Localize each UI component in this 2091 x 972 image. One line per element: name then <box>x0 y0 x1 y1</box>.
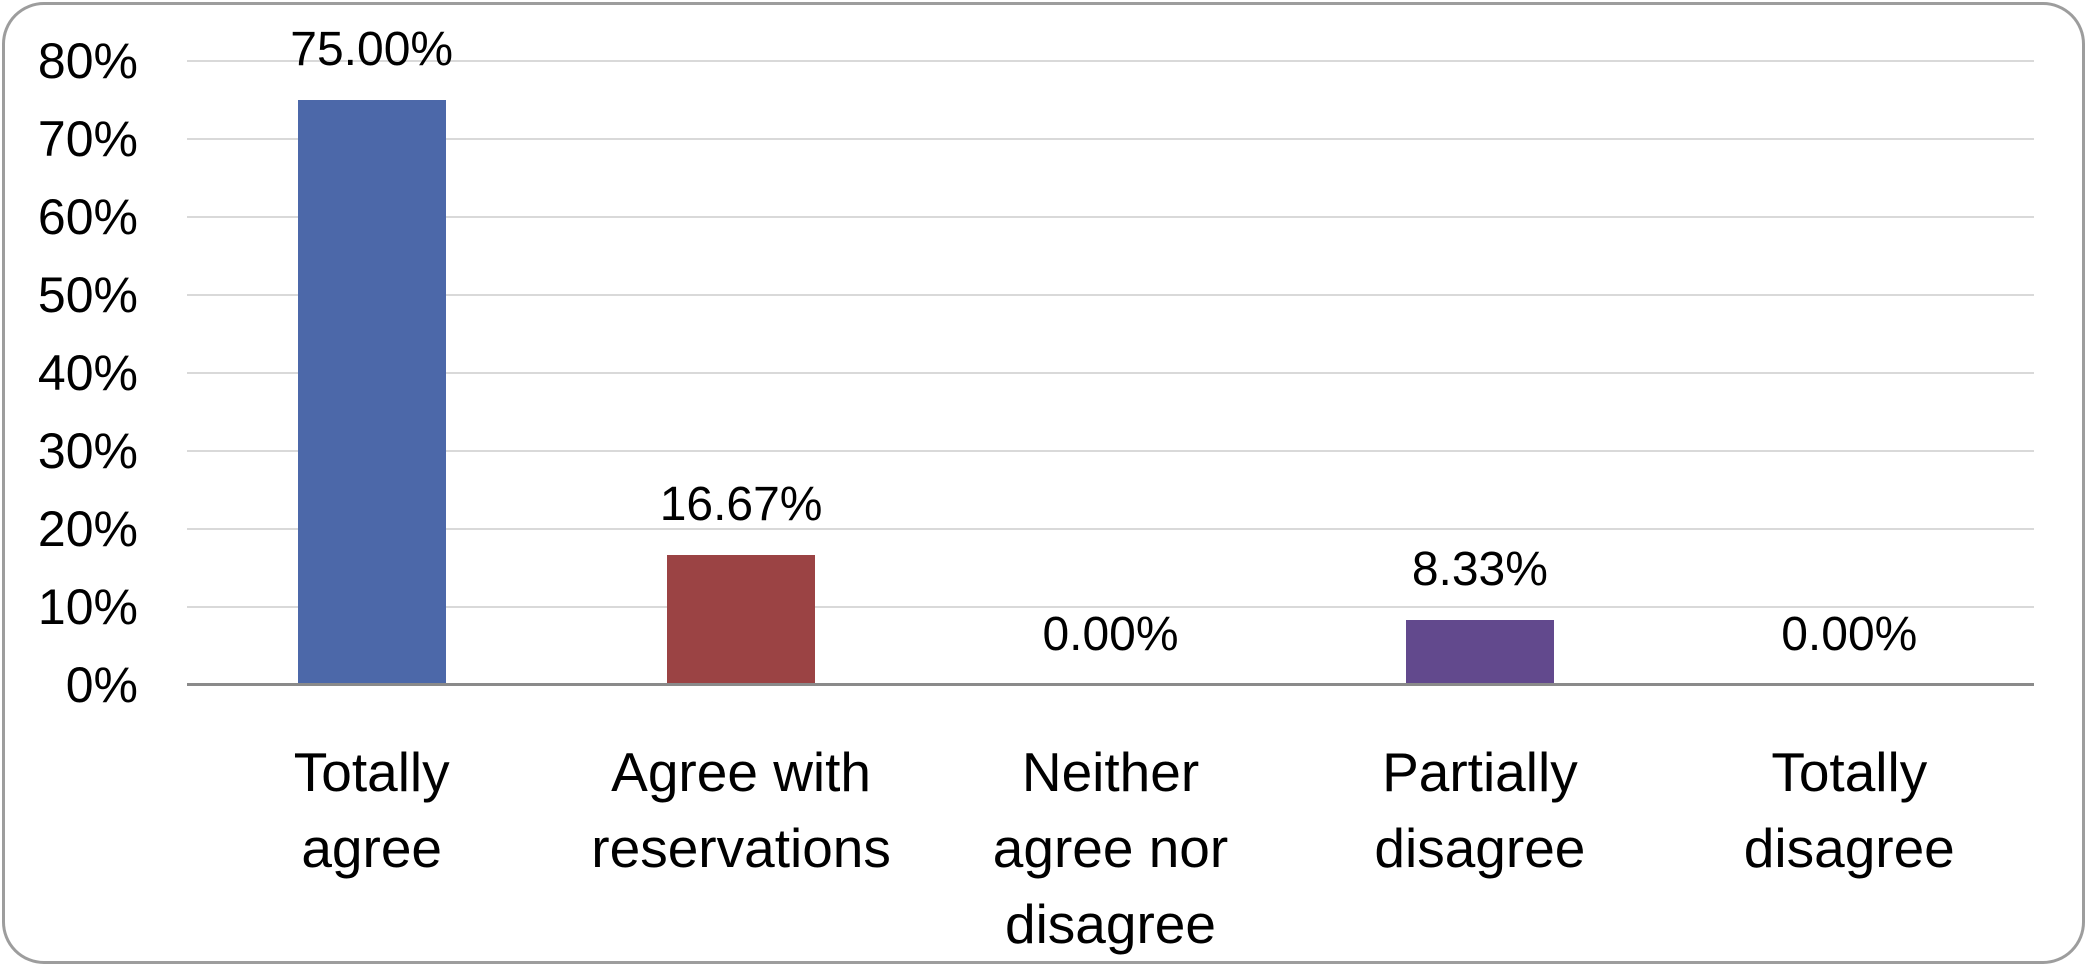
x-axis-line <box>187 683 2034 686</box>
gridline <box>187 138 2034 140</box>
bar <box>667 554 816 685</box>
category-label: Neither agree nor disagree <box>992 741 1229 955</box>
y-axis-tick-label: 0% <box>65 657 138 713</box>
plot-area: 75.00% 16.67% 0.00% 8.33% 0.00% <box>187 26 2034 686</box>
bar <box>297 100 446 685</box>
gridline <box>187 606 2034 608</box>
bar-value-label: 75.00% <box>290 23 454 76</box>
gridline <box>187 528 2034 530</box>
bar-value-label: 16.67% <box>659 477 823 531</box>
category-label: Totally disagree <box>1743 741 1955 879</box>
y-axis-tick-label: 30% <box>37 423 138 479</box>
bar <box>1405 620 1554 685</box>
y-axis-tick-label: 40% <box>37 345 138 401</box>
gridline <box>187 294 2034 296</box>
y-axis-tick-label: 50% <box>37 267 138 323</box>
y-axis-tick-label: 20% <box>37 501 138 557</box>
gridline <box>187 60 2034 62</box>
y-axis-tick-label: 10% <box>37 579 138 635</box>
category-label: Totally agree <box>293 741 450 879</box>
category-label: Agree with reservations <box>591 741 891 879</box>
y-axis-tick-label: 80% <box>37 33 138 89</box>
bar-value-label: 8.33% <box>1411 543 1548 597</box>
category-label: Partially disagree <box>1374 741 1586 879</box>
y-axis-tick-label: 70% <box>37 111 138 167</box>
gridline <box>187 216 2034 218</box>
bar-value-label: 0.00% <box>1781 608 1918 661</box>
gridline <box>187 450 2034 452</box>
bar-value-label: 0.00% <box>1042 608 1179 661</box>
y-axis-tick-label: 60% <box>37 189 138 245</box>
gridline <box>187 372 2034 374</box>
